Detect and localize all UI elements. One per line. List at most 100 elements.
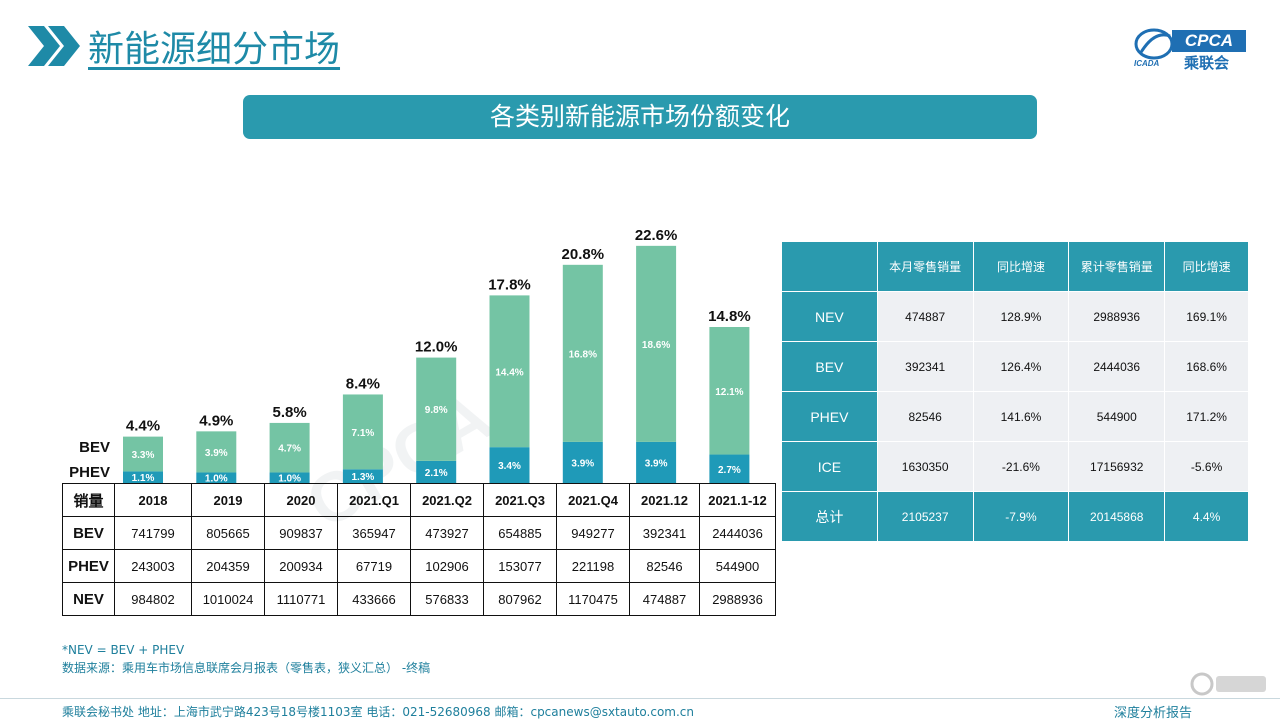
volume-cell: 2988936 [699, 582, 776, 616]
summary-table-header: 本月零售销量 同比增速 累计零售销量 同比增速 [781, 241, 1249, 292]
volume-col-header: 2020 [264, 483, 338, 517]
bev-data-label: 16.8% [569, 349, 597, 360]
nev-formula-note: *NEV = BEV + PHEV [62, 643, 185, 657]
volume-cell: 544900 [699, 549, 776, 583]
phev-data-label: 3.9% [571, 458, 594, 469]
bev-bar [489, 295, 530, 448]
volume-cell: 102906 [410, 549, 484, 583]
phev-data-label: 2.1% [425, 468, 448, 479]
phev-data-label: 1.0% [278, 474, 301, 485]
summary-header-cell: 本月零售销量 [876, 241, 974, 292]
volume-col-header: 2021.Q4 [556, 483, 630, 517]
phev-data-label: 1.1% [132, 473, 155, 484]
summary-row-bev: BEV 392341 126.4% 2444036 168.6% [781, 341, 1249, 392]
bev-bar [342, 394, 383, 470]
summary-cell: 141.6% [972, 391, 1070, 442]
phev-data-label: 3.4% [498, 461, 521, 472]
volume-row-label: BEV [62, 516, 115, 550]
total-share-label: 5.8% [272, 404, 306, 421]
summary-cell: 392341 [876, 341, 974, 392]
volume-cell: 654885 [483, 516, 557, 550]
bev-bar [123, 436, 163, 472]
volume-row-phev: PHEV 243003 204359 200934 67719 102906 1… [62, 549, 776, 583]
volume-col-header: 2019 [191, 483, 265, 517]
logo-brand: CPCA [1172, 30, 1246, 52]
phev-bar [489, 447, 530, 483]
volume-header-label: 销量 [62, 483, 115, 517]
phev-bar [709, 454, 750, 483]
summary-cell: -21.6% [972, 441, 1070, 492]
summary-cell: 171.2% [1164, 391, 1249, 442]
total-share-label: 14.8% [708, 308, 751, 325]
volume-cell: 200934 [264, 549, 338, 583]
logo-caption: ICADA [1134, 59, 1160, 68]
volume-cell: 474887 [629, 582, 700, 616]
cpca-emblem-icon: ICADA [1134, 28, 1174, 68]
summary-cell: 4.4% [1164, 491, 1249, 542]
double-chevron-icon [28, 26, 80, 66]
summary-row-phev: PHEV 82546 141.6% 544900 171.2% [781, 391, 1249, 442]
logo-brand-cn: 乘联会 [1184, 54, 1230, 72]
total-share-label: 17.8% [488, 276, 531, 293]
phev-bar [123, 471, 163, 483]
total-share-label: 22.6% [635, 227, 678, 244]
phev-data-label: 1.0% [205, 474, 228, 485]
volume-col-header: 2021.1-12 [699, 483, 776, 517]
page-title: 新能源细分市场 [88, 29, 341, 70]
summary-row-label: PHEV [781, 391, 878, 442]
bev-bar [562, 264, 603, 442]
summary-cell: -5.6% [1164, 441, 1249, 492]
phev-data-label: 1.3% [352, 472, 375, 483]
bev-data-label: 9.8% [425, 405, 448, 416]
total-share-label: 4.4% [126, 418, 160, 435]
summary-cell: 17156932 [1068, 441, 1166, 492]
summary-header-cell [781, 241, 878, 292]
total-share-label: 4.9% [199, 412, 233, 429]
volume-cell: 576833 [410, 582, 484, 616]
legend-phev-label: PHEV [69, 464, 110, 481]
site-watermark-icon [1190, 672, 1266, 696]
summary-row-label: NEV [781, 291, 878, 342]
volume-cell: 221198 [556, 549, 630, 583]
chart-banner-title: 各类别新能源市场份额变化 [243, 95, 1037, 139]
phev-bar [562, 441, 603, 483]
volume-row-label: PHEV [62, 549, 115, 583]
volume-cell: 2444036 [699, 516, 776, 550]
summary-cell: 82546 [876, 391, 974, 442]
data-source-note: 数据来源：乘用车市场信息联席会月报表（零售表，狭义汇总） -终稿 [62, 661, 431, 675]
volume-cell: 1010024 [191, 582, 265, 616]
summary-cell: 126.4% [972, 341, 1070, 392]
bev-data-label: 7.1% [352, 428, 375, 439]
volume-cell: 67719 [337, 549, 411, 583]
summary-header-cell: 同比增速 [972, 241, 1070, 292]
summary-cell: -7.9% [972, 491, 1070, 542]
volume-table: 销量 2018 2019 2020 2021.Q1 2021.Q2 2021.Q… [62, 483, 776, 616]
footer-tagline: 深度分析报告 [1113, 706, 1192, 720]
market-share-chart: 1.1% 3.3% 4.4% 1.0% 3.9% 4.9% 1.0% 4.7% 5.8% 1.3%… [69, 227, 751, 485]
volume-cell: 82546 [629, 549, 700, 583]
phev-bar [342, 469, 383, 483]
footer: 乘联会秘书处 地址：上海市武宁路423号18号楼1103室 电话：021-526… [0, 698, 1280, 720]
summary-cell: 1630350 [876, 441, 974, 492]
cpca-logo: ICADA CPCA 乘联会 [1132, 22, 1252, 72]
legend-bev-label: BEV [79, 439, 110, 456]
bev-bar [269, 422, 310, 473]
volume-row-label: NEV [62, 582, 115, 616]
summary-row-label: BEV [781, 341, 878, 392]
volume-cell: 807962 [483, 582, 557, 616]
summary-cell: 474887 [876, 291, 974, 342]
volume-table-header: 销量 2018 2019 2020 2021.Q1 2021.Q2 2021.Q… [62, 483, 776, 517]
phev-bar [196, 472, 237, 483]
summary-cell: 168.6% [1164, 341, 1249, 392]
bev-data-label: 12.1% [715, 387, 743, 398]
summary-row-label: ICE [781, 441, 878, 492]
page-header: 新能源细分市场 [26, 22, 340, 70]
bev-data-label: 3.3% [132, 450, 155, 461]
volume-row-bev: BEV 741799 805665 909837 365947 473927 6… [62, 516, 776, 550]
phev-bar [416, 460, 457, 483]
bev-bar [709, 327, 750, 455]
bev-bar [416, 357, 457, 461]
volume-col-header: 2018 [114, 483, 192, 517]
summary-row-nev: NEV 474887 128.9% 2988936 169.1% [781, 291, 1249, 342]
bev-data-label: 3.9% [205, 448, 228, 459]
